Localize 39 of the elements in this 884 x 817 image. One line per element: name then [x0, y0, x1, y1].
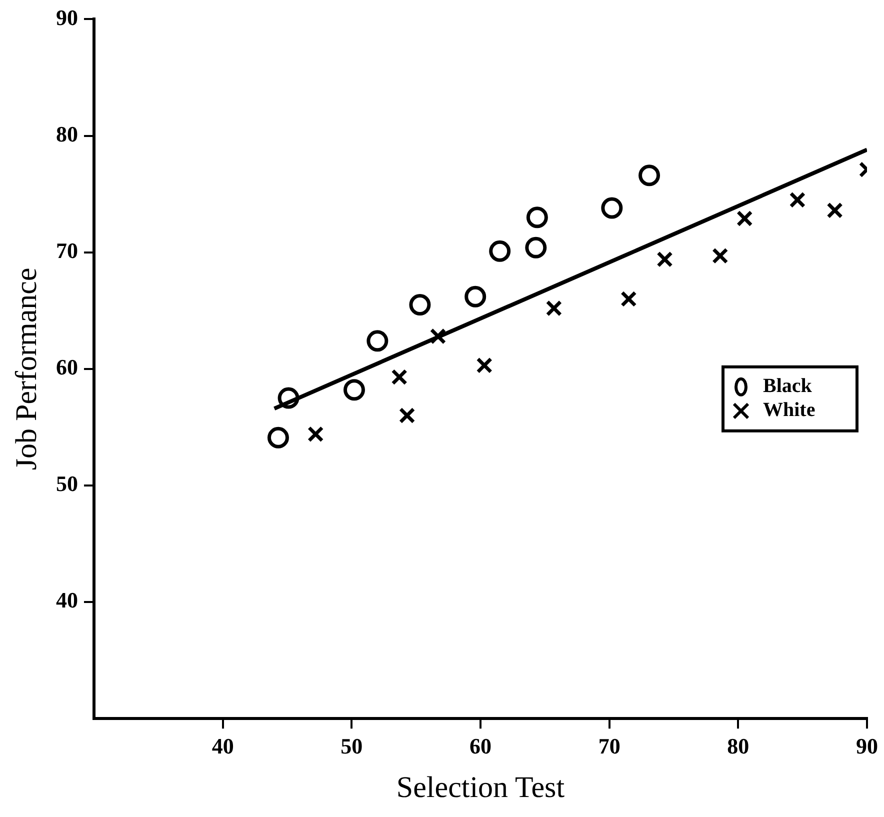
- y-tick-label: 70: [56, 238, 78, 264]
- x-tick-label: 70: [598, 733, 620, 758]
- point: [278, 387, 300, 409]
- x-tick-label: 50: [340, 733, 363, 758]
- point: [307, 426, 324, 442]
- x-tick-label: 40: [212, 733, 234, 758]
- point: [464, 286, 486, 308]
- x-tick-label: 90: [856, 733, 878, 758]
- x-tick-label: 60: [470, 733, 492, 758]
- y-tick-label: 60: [56, 354, 78, 380]
- point: [489, 240, 511, 262]
- y-tick-label: 80: [56, 121, 78, 146]
- y-axis-title: Job Performance: [10, 268, 43, 470]
- point: [736, 210, 753, 227]
- point: [826, 202, 843, 218]
- point: [476, 357, 492, 374]
- legend-label: Black: [763, 375, 813, 398]
- point: [638, 164, 660, 186]
- y-tick-label: 40: [56, 588, 78, 613]
- point: [343, 379, 365, 401]
- point: [601, 197, 623, 219]
- x-axis-title: Selection Test: [396, 770, 566, 804]
- point: [409, 294, 431, 316]
- x-tick-label: 80: [727, 733, 750, 758]
- y-tick-label: 50: [56, 471, 78, 496]
- point: [430, 328, 446, 344]
- point: [546, 300, 562, 316]
- point: [391, 368, 408, 386]
- point: [656, 251, 673, 268]
- point: [267, 426, 289, 448]
- point: [712, 248, 728, 264]
- legend-label: White: [763, 399, 816, 422]
- point: [366, 330, 388, 352]
- point: [525, 236, 547, 258]
- point: [789, 192, 806, 208]
- y-tick-label: 90: [56, 4, 78, 30]
- point: [620, 290, 637, 308]
- point: [398, 407, 416, 424]
- point: [526, 206, 548, 228]
